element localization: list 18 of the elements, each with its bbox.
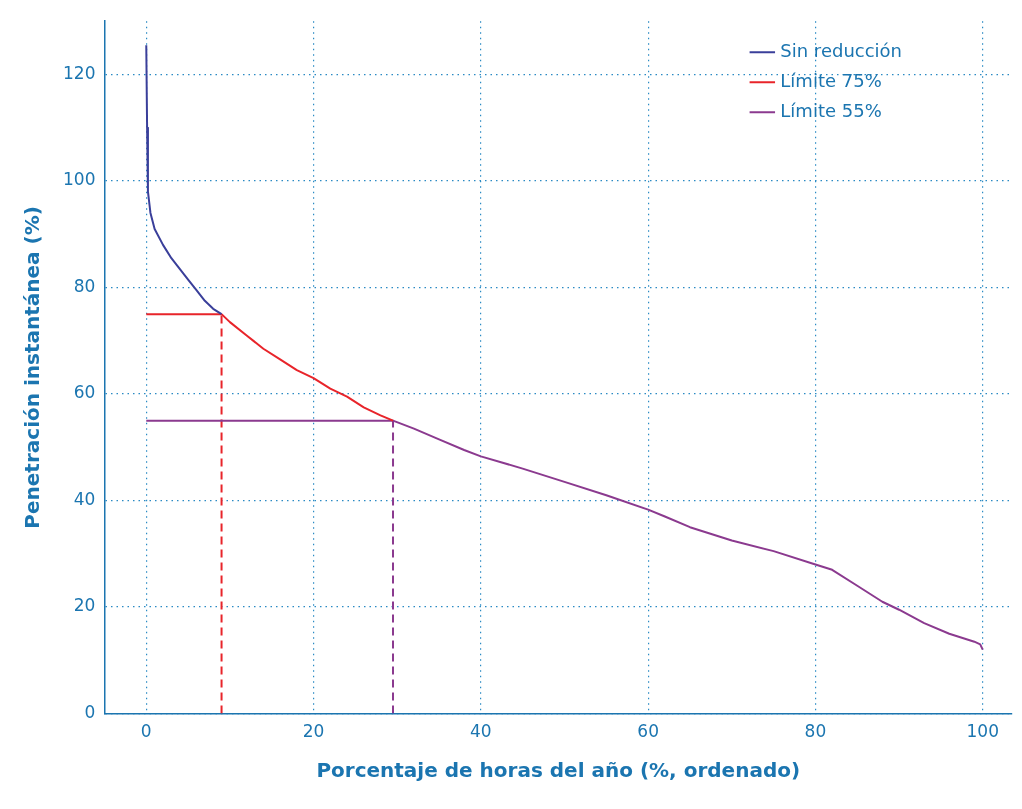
- x-tick-label: 20: [302, 721, 325, 742]
- y-tick-label: 20: [73, 595, 96, 616]
- legend-label: Sin reducción: [780, 39, 902, 61]
- x-tick-label: 60: [637, 721, 659, 742]
- x-tick-label: 0: [140, 721, 152, 742]
- y-tick-label: 80: [73, 275, 96, 296]
- legend-label: Límite 55%: [780, 99, 882, 121]
- y-tick-label: 100: [62, 169, 96, 190]
- x-tick-label: 40: [470, 721, 492, 742]
- y-axis-title: Penetración instantánea (%): [20, 206, 45, 529]
- x-axis-title: Porcentaje de horas del año (%, ordenado): [316, 758, 801, 783]
- y-tick-label: 60: [73, 382, 96, 403]
- y-tick-label: 0: [84, 702, 96, 723]
- x-tick-label: 100: [966, 721, 999, 742]
- y-tick-label: 120: [62, 62, 96, 83]
- x-tick-label: 80: [804, 721, 827, 742]
- y-tick-label: 40: [73, 488, 96, 509]
- legend-label: Límite 75%: [780, 69, 882, 91]
